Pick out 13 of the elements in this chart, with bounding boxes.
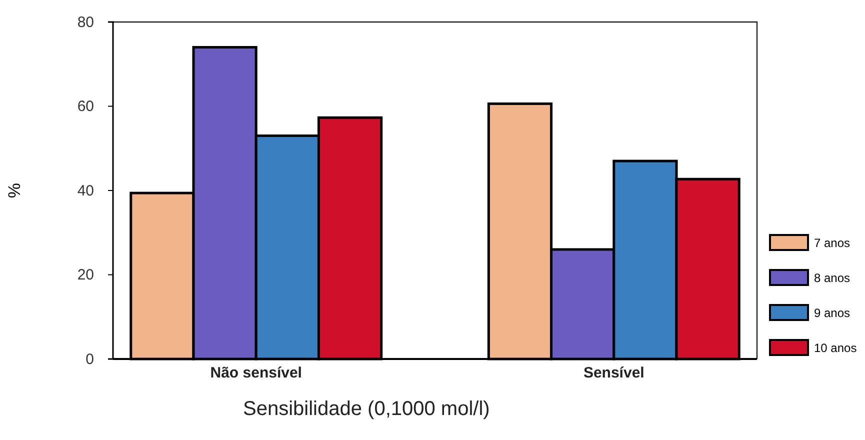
legend-label: 7 anos — [814, 236, 850, 250]
x-axis-title: Sensibilidade (0,1000 mol/l) — [243, 398, 490, 420]
legend-label: 10 anos — [814, 341, 857, 355]
legend-label: 8 anos — [814, 271, 850, 285]
y-tick-label: 60 — [77, 98, 94, 116]
y-tick-label: 40 — [77, 182, 94, 200]
x-tick-label: Sensível — [583, 364, 644, 382]
y-tick-label: 0 — [86, 350, 94, 368]
legend-label: 9 anos — [814, 306, 850, 320]
y-tick-label: 80 — [77, 14, 94, 31]
x-tick-label: Não sensível — [210, 364, 302, 382]
y-axis-title: % — [5, 182, 24, 198]
y-tick-label: 20 — [77, 266, 94, 284]
